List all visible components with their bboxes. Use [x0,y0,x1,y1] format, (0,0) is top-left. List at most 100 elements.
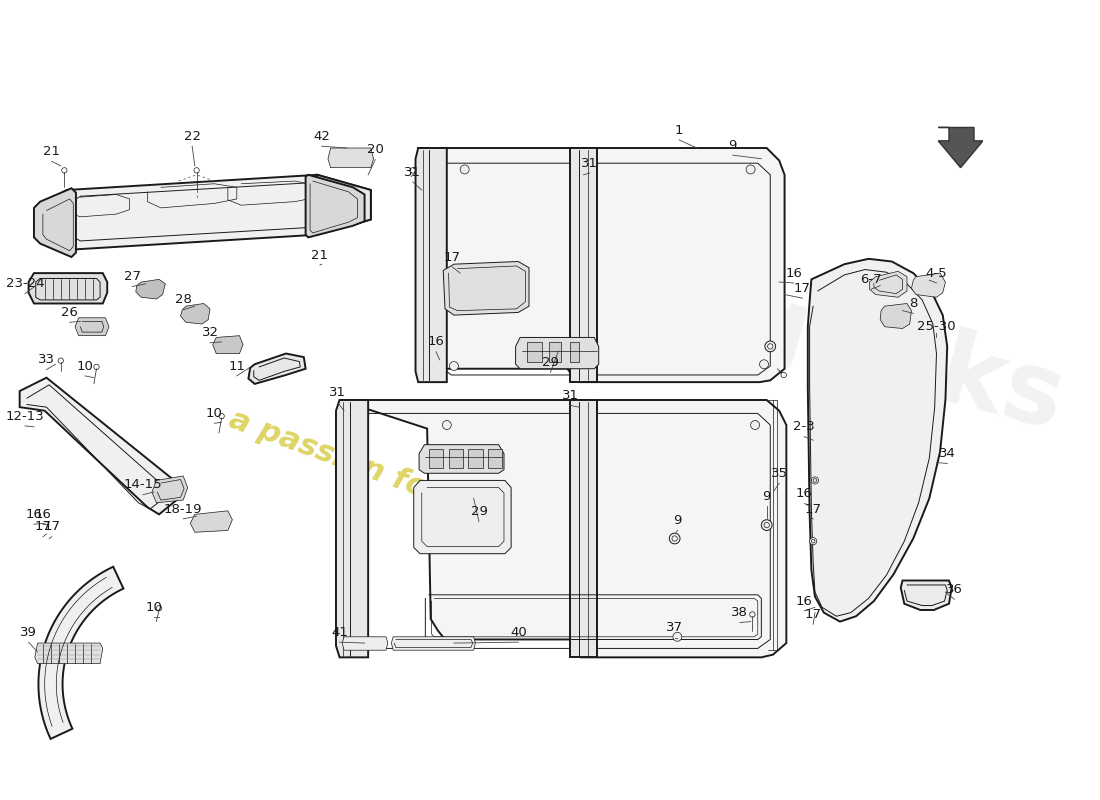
Polygon shape [190,511,232,532]
Polygon shape [488,449,503,468]
Text: 17: 17 [43,520,60,534]
Text: 8: 8 [909,297,917,310]
Text: 16: 16 [795,487,813,500]
Polygon shape [416,148,447,382]
Text: 22: 22 [184,130,200,143]
Text: 17: 17 [805,502,822,515]
Text: 23-24: 23-24 [6,278,44,290]
Text: 16: 16 [785,266,802,280]
Text: 9: 9 [673,514,682,527]
Polygon shape [570,400,597,658]
Polygon shape [317,175,371,234]
Polygon shape [135,279,165,299]
Circle shape [761,520,772,530]
Polygon shape [392,637,475,650]
Polygon shape [570,342,579,362]
Text: 10: 10 [145,601,162,614]
Text: 17: 17 [794,282,811,295]
Text: 16: 16 [795,594,813,607]
Text: 21: 21 [43,145,60,158]
Text: 11: 11 [229,359,245,373]
Text: 4-5: 4-5 [926,266,947,280]
Polygon shape [912,273,945,298]
Polygon shape [328,148,374,168]
Text: 9: 9 [762,490,771,503]
Text: 36: 36 [946,583,962,596]
Circle shape [460,165,469,174]
Circle shape [442,421,451,430]
Text: 35: 35 [771,466,788,480]
Polygon shape [75,318,109,336]
Text: 21: 21 [311,249,329,262]
Polygon shape [549,342,561,362]
Polygon shape [152,476,188,502]
Text: 29: 29 [471,505,487,518]
Polygon shape [180,303,210,324]
Text: 1: 1 [675,124,683,137]
Polygon shape [901,581,952,610]
Circle shape [812,477,818,484]
Text: 10: 10 [206,407,223,420]
Text: autogeeks: autogeeks [481,205,1075,452]
Text: 32: 32 [201,326,219,339]
Polygon shape [443,262,529,315]
Text: 16: 16 [428,335,444,349]
Text: 31: 31 [581,157,598,170]
Polygon shape [418,148,784,382]
Text: 31: 31 [329,386,346,399]
Text: 17: 17 [34,520,52,534]
Text: 25-30: 25-30 [917,320,956,334]
Circle shape [669,533,680,544]
Polygon shape [527,342,542,362]
Circle shape [750,421,759,430]
Text: 17: 17 [443,250,461,263]
Text: 16: 16 [25,508,43,521]
Text: 14-15: 14-15 [123,478,163,491]
Polygon shape [469,449,483,468]
Text: 31: 31 [405,166,421,178]
Polygon shape [938,127,983,168]
Text: 26: 26 [62,306,78,319]
Text: 9: 9 [728,139,737,152]
Polygon shape [449,449,463,468]
Circle shape [450,362,459,370]
Polygon shape [249,354,306,384]
Text: 29: 29 [542,356,559,369]
Polygon shape [35,643,102,664]
Circle shape [673,632,682,642]
Circle shape [764,341,776,352]
Circle shape [810,538,816,545]
Text: 40: 40 [510,626,527,639]
Text: 16: 16 [34,508,52,521]
Text: 12-13: 12-13 [6,410,44,422]
Text: 31: 31 [562,389,579,402]
Text: 38: 38 [732,606,748,619]
Polygon shape [20,378,178,514]
Text: 2-3: 2-3 [793,420,815,434]
Text: 28: 28 [175,294,191,306]
Polygon shape [516,338,598,369]
Text: 42: 42 [314,130,330,143]
Text: 10: 10 [77,359,94,373]
Text: 27: 27 [124,270,141,283]
Polygon shape [39,566,123,739]
Text: 6-7: 6-7 [860,273,882,286]
Circle shape [746,165,755,174]
Polygon shape [340,400,786,658]
Polygon shape [429,449,443,468]
Text: 37: 37 [667,622,683,634]
Polygon shape [41,190,67,250]
Text: a passion for parts since 1985: a passion for parts since 1985 [224,405,723,610]
Text: 41: 41 [331,626,348,639]
Polygon shape [414,481,512,554]
Text: 18-19: 18-19 [164,502,202,515]
Text: 34: 34 [938,447,956,460]
Polygon shape [342,637,388,650]
Polygon shape [41,175,371,250]
Polygon shape [34,188,76,257]
Polygon shape [570,148,597,382]
Polygon shape [336,400,368,658]
Text: 20: 20 [367,143,384,156]
Polygon shape [306,175,364,238]
Polygon shape [419,445,504,474]
